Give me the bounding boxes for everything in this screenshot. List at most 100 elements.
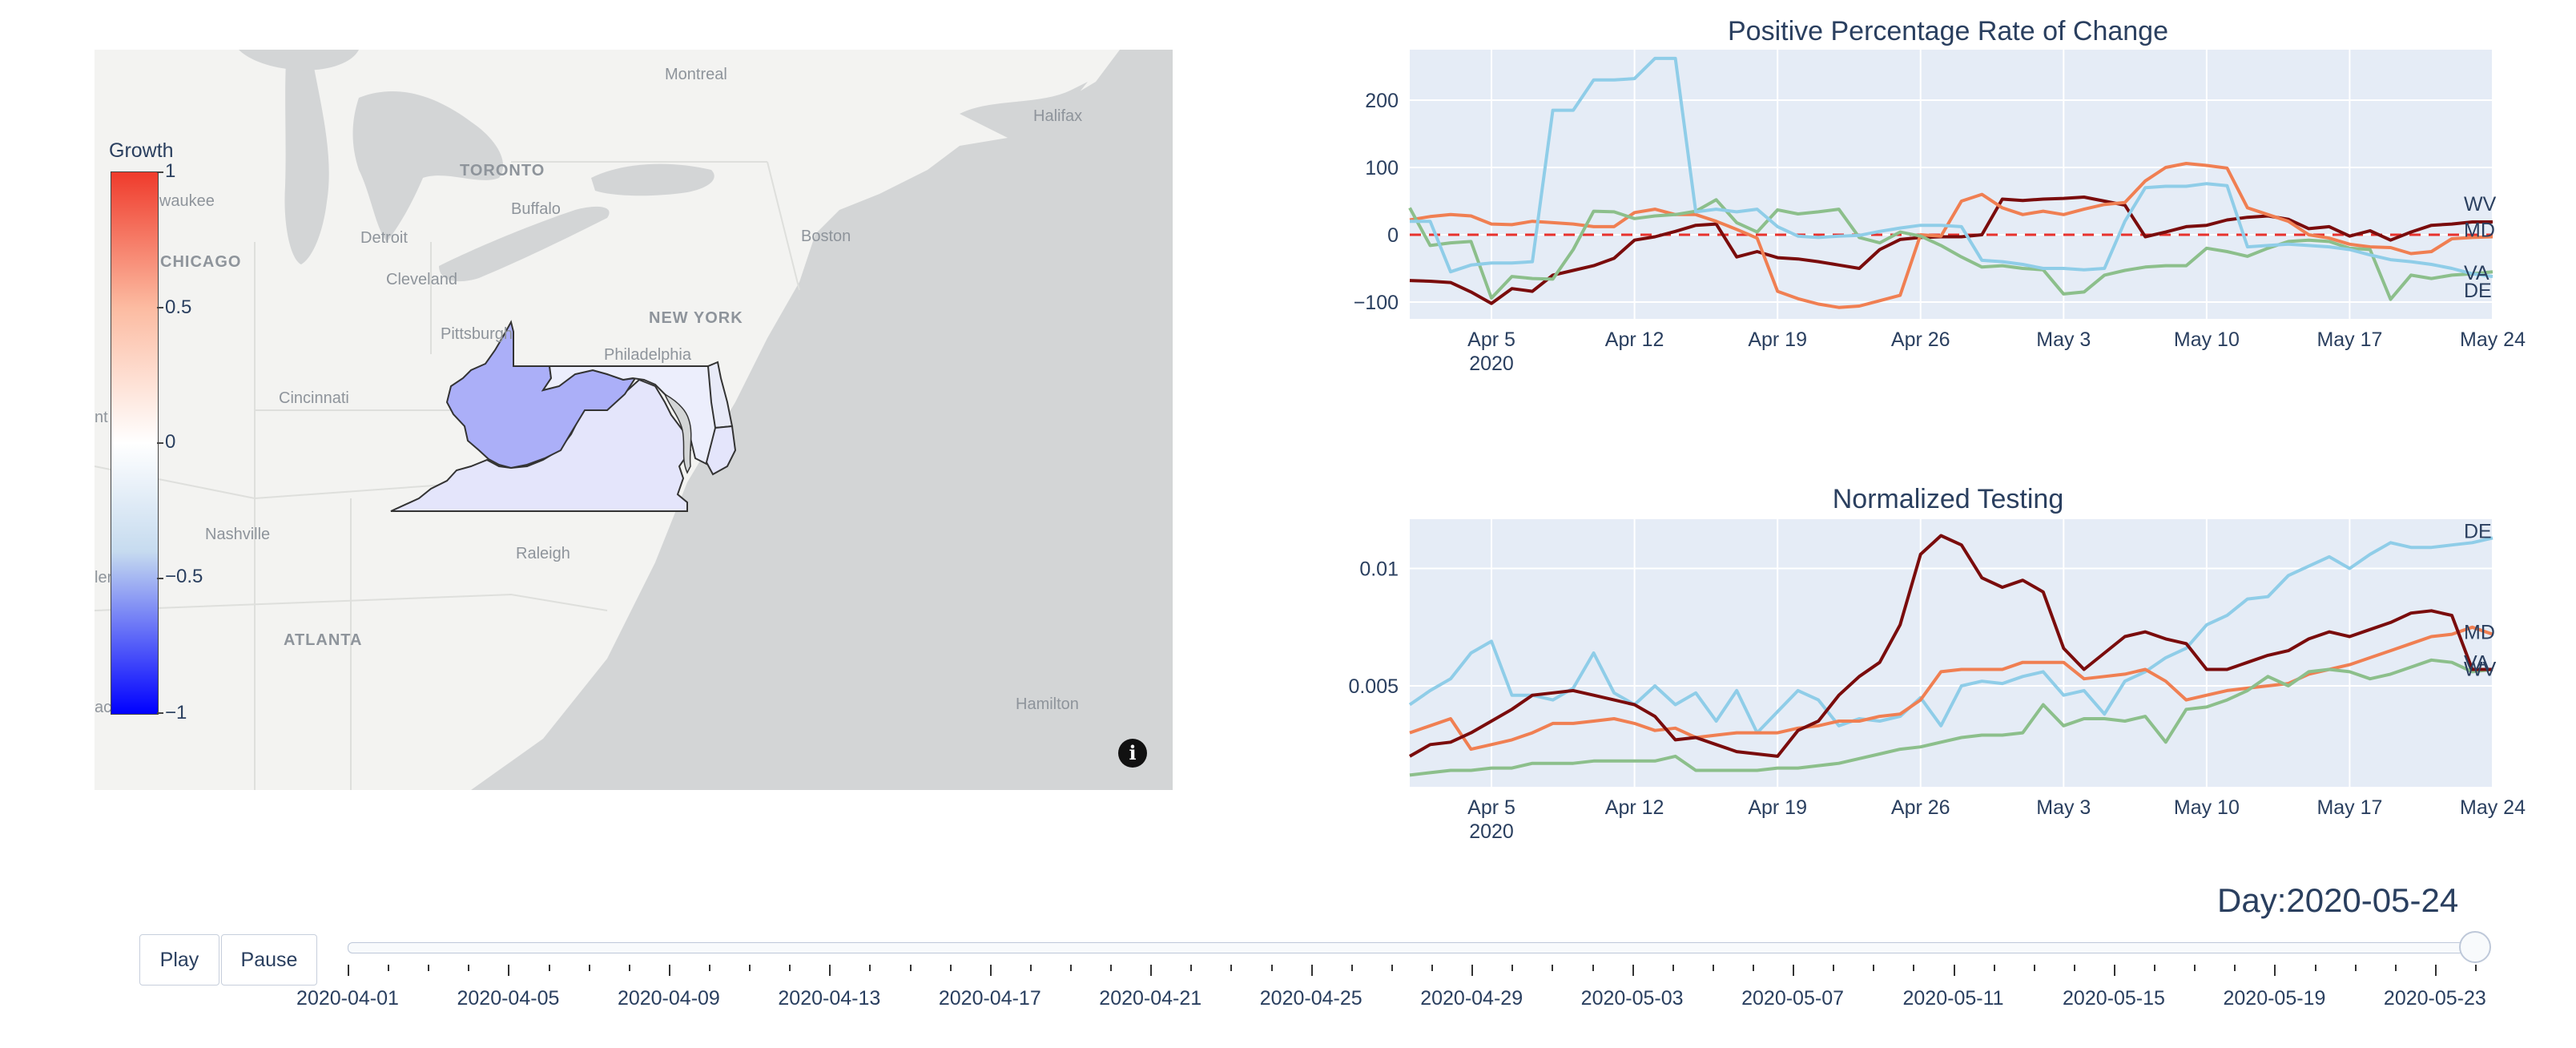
- pause-button[interactable]: Pause: [221, 934, 317, 986]
- slider-tick: [2154, 965, 2156, 971]
- slider-tick: [1913, 965, 1915, 971]
- colorbar-tick-label: −0.5: [165, 566, 203, 587]
- x-tick-label: May 24: [2460, 329, 2526, 351]
- city-label-chicago: CHICAGO: [160, 253, 242, 271]
- y-tick-label: 200: [1365, 90, 1399, 112]
- city-label-buffalo: Buffalo: [511, 200, 561, 218]
- city-label-milwaukee: ilwaukee: [152, 192, 215, 210]
- date-slider-track[interactable]: [348, 942, 2477, 953]
- slider-date-label[interactable]: 2020-05-11: [1902, 987, 2004, 1010]
- series-label-md: MD: [2464, 220, 2495, 242]
- slider-tick: [1752, 965, 1754, 971]
- series-line-md: [1409, 162, 2493, 309]
- slider-tick: [1029, 965, 1032, 971]
- x-tick-label: May 17: [2316, 796, 2382, 819]
- y-tick-label: 0: [1387, 224, 1399, 247]
- atlantic-ocean: [471, 50, 1173, 790]
- slider-tick: [628, 965, 630, 971]
- slider-tick: [588, 965, 590, 971]
- series-line-de: [1408, 536, 2493, 735]
- city-label-toronto: TORONTO: [460, 162, 545, 179]
- series-label-de: DE: [2464, 280, 2492, 302]
- series-label-va: VA: [2464, 262, 2489, 284]
- x-tick-label: Apr 26: [1891, 796, 1950, 819]
- slider-tick: [2274, 965, 2276, 976]
- lake-superior: [239, 50, 359, 71]
- slider-tick: [2234, 965, 2236, 971]
- lake-ontario: [591, 163, 714, 196]
- colorbar-tickmark: [157, 171, 163, 173]
- colorbar-tick-label: 1: [165, 160, 176, 182]
- play-button[interactable]: Play: [139, 934, 219, 986]
- info-icon[interactable]: i: [1118, 739, 1147, 768]
- lake-michigan: [284, 50, 329, 264]
- slider-tick: [1110, 965, 1113, 971]
- chart-lines: [1408, 56, 2493, 309]
- day-value: 2020-05-24: [2286, 881, 2459, 919]
- city-label-cleveland: Cleveland: [386, 271, 457, 288]
- colorbar-tickmark: [157, 307, 163, 308]
- slider-tick: [2314, 965, 2316, 971]
- slider-date-label[interactable]: 2020-05-19: [2223, 987, 2326, 1010]
- city-label-montreal: Montreal: [665, 66, 727, 83]
- x-year-label: 2020: [1469, 353, 1514, 375]
- slider-tick: [348, 965, 349, 976]
- slider-date-label[interactable]: 2020-04-05: [457, 987, 560, 1010]
- slider-tick: [1431, 965, 1434, 971]
- x-tick-label: Apr 26: [1891, 329, 1950, 351]
- slider-date-label[interactable]: 2020-04-25: [1259, 987, 1362, 1010]
- city-label-pittsburgh: Pittsburgh: [441, 325, 513, 343]
- slider-tick: [2394, 965, 2397, 971]
- slider-tick: [1552, 965, 1554, 971]
- slider-date-label[interactable]: 2020-04-21: [1099, 987, 1202, 1010]
- slider-tick: [1350, 965, 1353, 971]
- chart-title: Normalized Testing: [1833, 484, 2064, 514]
- series-line-wv: [1409, 534, 2493, 758]
- date-slider-handle[interactable]: [2459, 931, 2491, 963]
- slider-tick: [1150, 965, 1153, 976]
- y-tick-labels: 0.01 0.005: [1348, 558, 1399, 698]
- plot-background: [1410, 50, 2493, 319]
- slider-tick: [1833, 965, 1835, 971]
- x-tick-label: Apr 5: [1467, 796, 1515, 819]
- city-label-hamilton: Hamilton: [1016, 695, 1079, 713]
- slider-date-label[interactable]: 2020-04-09: [617, 987, 720, 1010]
- state-borders: [95, 161, 800, 790]
- slider-date-label[interactable]: 2020-05-23: [2383, 987, 2486, 1010]
- slider-tick: [668, 965, 670, 976]
- city-label-new-york: NEW YORK: [649, 309, 743, 327]
- slider-date-label[interactable]: 2020-04-13: [778, 987, 881, 1010]
- city-label-nashville: Nashville: [205, 526, 271, 543]
- slider-tick: [388, 965, 390, 971]
- x-tick-label: Apr 19: [1748, 329, 1807, 351]
- slider-date-label[interactable]: 2020-05-15: [2063, 987, 2165, 1010]
- slider-tick: [468, 965, 470, 971]
- choropleth-map[interactable]: Montreal Halifax ilwaukee TORONTO Buffal…: [95, 50, 1173, 790]
- slider-date-label[interactable]: 2020-05-03: [1580, 987, 1684, 1010]
- chart-gridlines: [1410, 519, 2493, 787]
- slider-tick: [989, 965, 992, 976]
- slider-tick: [2073, 965, 2075, 971]
- rate-of-change-chart[interactable]: Positive Percentage Rate of Change WV MD V…: [1314, 8, 2576, 377]
- slider-date-label[interactable]: 2020-05-07: [1741, 987, 1845, 1010]
- state-delaware[interactable]: [706, 361, 734, 429]
- slider-date-label[interactable]: 2020-04-01: [296, 987, 399, 1010]
- slider-tick: [789, 965, 791, 971]
- city-label-detroit: Detroit: [360, 229, 408, 247]
- city-label-fragment-2: ler: [95, 569, 113, 586]
- slider-date-label[interactable]: 2020-04-29: [1420, 987, 1523, 1010]
- city-label-halifax: Halifax: [1033, 107, 1083, 125]
- city-label-boston: Boston: [801, 228, 851, 245]
- x-tick-label: May 17: [2316, 329, 2382, 351]
- slider-tick: [1993, 965, 1995, 971]
- x-tick-label: May 3: [2036, 329, 2091, 351]
- slider-tick: [2354, 965, 2357, 971]
- slider-tick: [1190, 965, 1193, 971]
- series-line-md: [1409, 625, 2493, 752]
- delmarva-peninsula: [705, 425, 737, 476]
- slider-date-label[interactable]: 2020-04-17: [938, 987, 1041, 1010]
- colorbar-tick-label: 0: [165, 431, 176, 453]
